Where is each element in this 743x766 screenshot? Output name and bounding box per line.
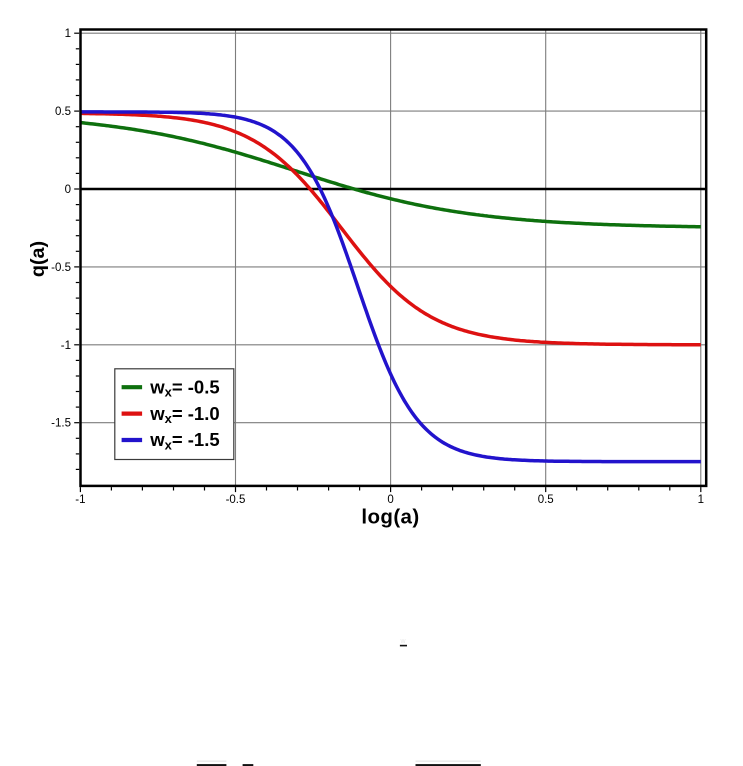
svg-text:0: 0 [65,184,71,196]
svg-text:1: 1 [698,494,704,506]
svg-text:-0.5: -0.5 [51,262,71,274]
svg-text:log(a): log(a) [361,506,419,529]
svg-text:-1: -1 [75,494,85,506]
svg-text:-1.5: -1.5 [51,418,71,430]
svg-text:1: 1 [65,28,71,40]
svg-text:wx= -1.0: wx= -1.0 [149,403,219,426]
svg-text:wx= -1.5: wx= -1.5 [149,429,219,452]
svg-text:w: w [399,638,406,645]
svg-text:0.5: 0.5 [55,106,71,118]
svg-text:0.5: 0.5 [538,494,554,506]
svg-text:0: 0 [387,494,393,506]
svg-text:wx= -0.5: wx= -0.5 [149,376,219,399]
svg-text:q(a): q(a) [27,241,49,277]
svg-text:-1: -1 [61,340,71,352]
svg-text:-0.5: -0.5 [226,494,246,506]
